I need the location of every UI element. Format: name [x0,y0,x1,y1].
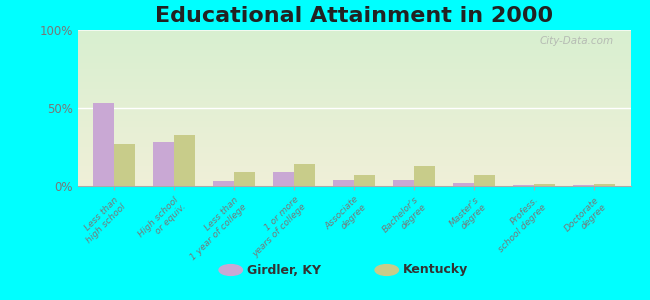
Bar [414,166,436,186]
Bar [294,164,315,186]
Bar [453,183,474,186]
Bar [534,184,556,186]
Bar [333,180,354,186]
Text: City-Data.com: City-Data.com [540,36,614,46]
Bar [174,134,195,186]
Bar [93,103,114,186]
Bar [114,144,135,186]
Bar [393,180,414,186]
Bar [153,142,174,186]
Title: Educational Attainment in 2000: Educational Attainment in 2000 [155,6,553,26]
Bar [514,185,534,186]
Bar [595,184,616,186]
Bar [273,172,294,186]
Bar [354,175,375,186]
Bar [213,181,234,186]
Bar [573,185,595,186]
Bar [234,172,255,186]
Text: Kentucky: Kentucky [403,263,468,277]
Bar [474,175,495,186]
Text: Girdler, KY: Girdler, KY [247,263,321,277]
